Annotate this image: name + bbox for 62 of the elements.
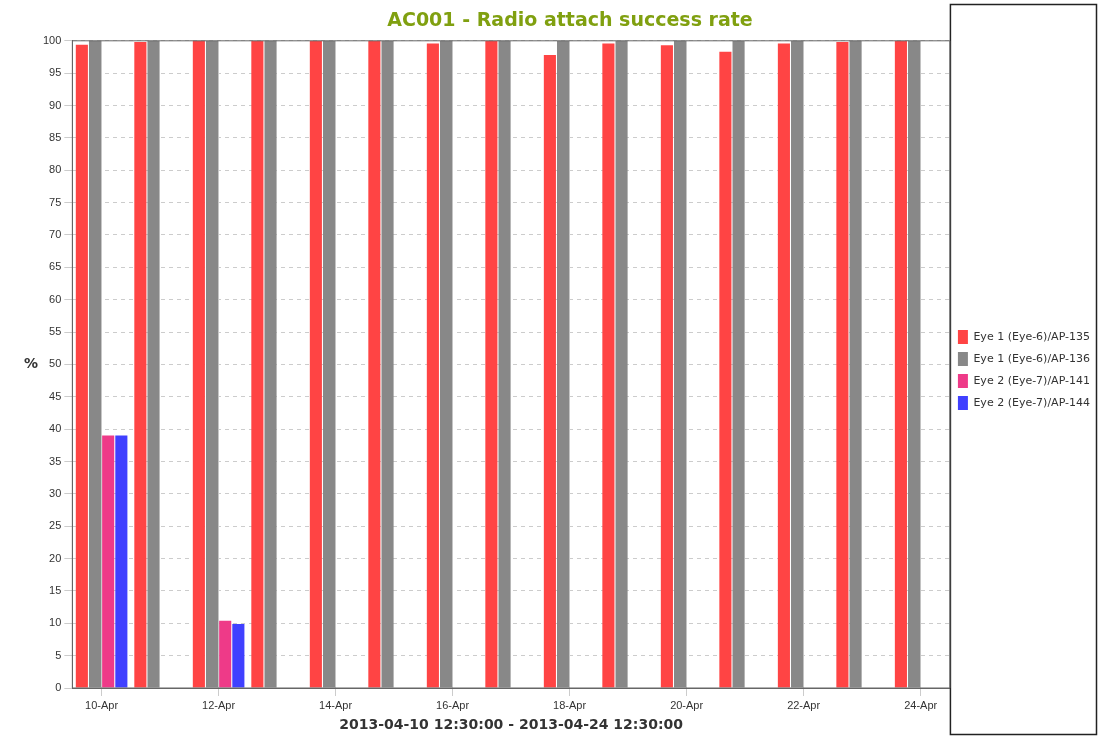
bar	[309, 40, 322, 688]
bar	[498, 40, 511, 688]
y-tick-label: 10	[49, 616, 62, 629]
bar	[264, 40, 277, 688]
bar	[485, 40, 498, 688]
y-tick-label: 70	[49, 227, 62, 240]
bar	[602, 43, 615, 688]
y-tick-label: 65	[49, 260, 62, 273]
y-tick-label: 15	[49, 583, 62, 596]
chart-title: AC001 - Radio attach success rate	[387, 8, 753, 31]
y-tick-label: 25	[49, 519, 62, 532]
bar	[777, 43, 790, 688]
bar	[192, 40, 205, 688]
bar	[251, 40, 264, 688]
y-tick-label: 95	[49, 66, 62, 79]
bar	[719, 51, 732, 688]
x-tick-label: 16-Apr	[436, 698, 470, 711]
bar	[660, 45, 673, 688]
y-tick-label: 90	[49, 98, 62, 111]
y-tick-label: 55	[49, 325, 62, 338]
x-axis-title: 2013-04-10 12:30:00 - 2013-04-24 12:30:00	[339, 716, 684, 733]
bar	[115, 435, 128, 688]
y-tick-label: 85	[49, 130, 62, 143]
legend-label: Eye 2 (Eye-7)/AP-141	[973, 373, 1091, 387]
x-tick-label: 22-Apr	[787, 698, 821, 711]
y-tick-label: 80	[49, 163, 62, 176]
y-tick-label: 30	[49, 486, 62, 499]
bar	[368, 40, 381, 688]
y-tick-label: 35	[49, 454, 62, 467]
bar	[219, 620, 232, 688]
legend-label: Eye 1 (Eye-6)/AP-135	[973, 329, 1091, 343]
x-tick-label: 20-Apr	[670, 698, 704, 711]
x-tick-label: 12-Apr	[202, 698, 236, 711]
x-tick-label: 24-Apr	[904, 698, 938, 711]
y-axis-title: %	[23, 355, 39, 372]
bar	[543, 55, 556, 688]
y-tick-label: 40	[49, 422, 62, 435]
bar	[836, 42, 849, 688]
x-tick-label: 14-Apr	[319, 698, 353, 711]
bar	[147, 40, 160, 688]
y-tick-label: 60	[49, 292, 62, 305]
y-tick-label: 20	[49, 551, 62, 564]
bar	[615, 40, 628, 688]
bar	[894, 40, 907, 688]
x-tick-label: 18-Apr	[553, 698, 587, 711]
x-tick-label: 10-Apr	[85, 698, 119, 711]
legend-label: Eye 1 (Eye-6)/AP-136	[973, 351, 1091, 365]
bar	[134, 42, 147, 688]
y-tick-label: 5	[55, 648, 62, 661]
y-tick-label: 75	[49, 195, 62, 208]
y-tick-label: 50	[49, 357, 62, 370]
bar	[426, 43, 439, 688]
bar	[75, 44, 88, 688]
y-tick-label: 100	[42, 33, 62, 46]
y-tick-label: 0	[55, 681, 62, 694]
bar	[102, 435, 115, 688]
bar	[232, 623, 245, 688]
bar	[849, 40, 862, 688]
bar	[732, 40, 745, 688]
legend-label: Eye 2 (Eye-7)/AP-144	[973, 395, 1091, 409]
bar	[381, 40, 394, 688]
y-tick-label: 45	[49, 389, 62, 402]
